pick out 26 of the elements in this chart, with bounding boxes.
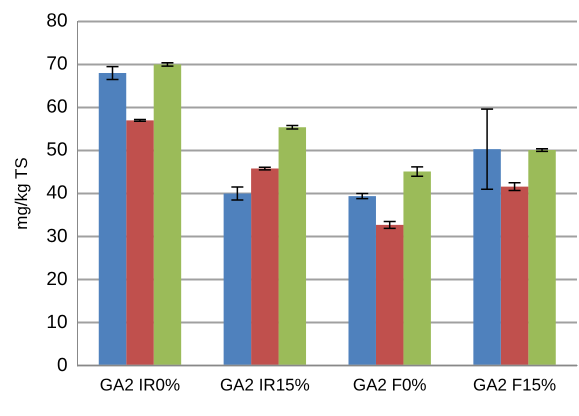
bar: [473, 149, 501, 365]
y-axis-title: mg/kg TS: [12, 157, 31, 230]
y-tick-label: 60: [46, 96, 68, 118]
y-tick-label: 30: [46, 226, 68, 247]
x-tick-label: GA2 F0%: [352, 375, 427, 394]
bar: [126, 120, 154, 365]
bar: [278, 127, 306, 365]
bar: [528, 150, 556, 365]
y-tick-label: 10: [46, 312, 68, 333]
y-tick-label: 0: [56, 354, 68, 376]
x-tick-label: GA2 IR0%: [100, 375, 180, 394]
bar: [403, 172, 431, 365]
y-tick-label: 70: [46, 54, 68, 75]
bar: [376, 224, 404, 365]
bar: [98, 73, 126, 365]
y-tick-label: 50: [46, 140, 68, 161]
bar: [154, 64, 182, 365]
y-tick-label: 40: [46, 182, 68, 204]
x-tick-label: GA2 F15%: [472, 375, 556, 394]
y-tick-label: 80: [46, 10, 68, 32]
bar: [251, 168, 279, 365]
x-tick-label: GA2 IR15%: [220, 375, 310, 394]
bar: [224, 194, 252, 365]
bar: [348, 196, 376, 365]
y-tick-label: 20: [46, 268, 68, 290]
bar: [500, 186, 528, 365]
